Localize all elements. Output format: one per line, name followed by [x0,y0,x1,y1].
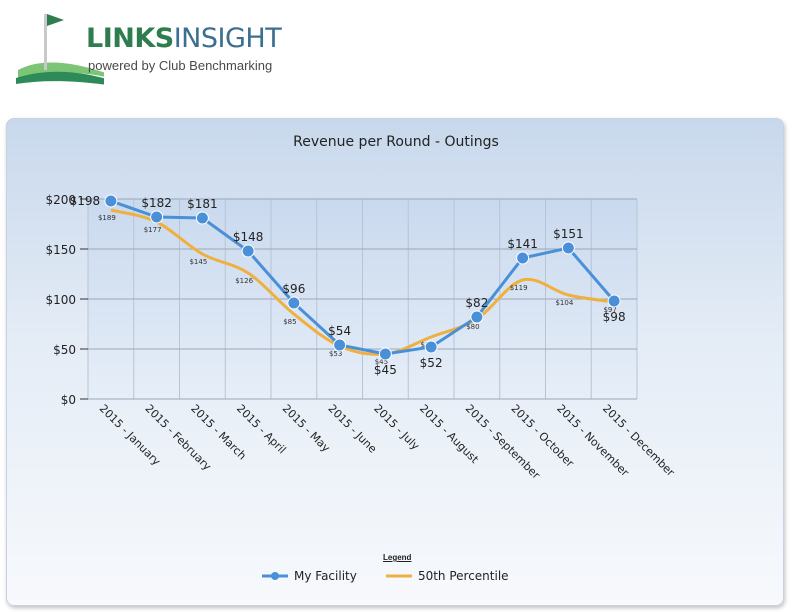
data-label-my-facility: $181 [187,197,218,211]
data-label-my-facility: $151 [553,227,584,241]
data-point-my-facility [516,251,530,265]
data-label-my-facility: $82 [465,296,488,310]
data-label-50th-percentile: $177 [144,226,162,234]
y-tick-label: $50 [53,343,76,357]
data-label-my-facility: $182 [141,196,172,210]
data-point-my-facility [333,338,347,352]
data-point-my-facility [561,241,575,255]
data-label-50th-percentile: $119 [510,284,528,292]
data-point-my-facility [378,347,392,361]
legend-swatch-my-facility [262,572,288,580]
data-label-50th-percentile: $126 [235,277,253,285]
data-label-50th-percentile: $104 [555,299,573,307]
brand-title: LINKSINSIGHT [86,22,282,56]
data-point-my-facility [470,310,484,324]
data-label-50th-percentile: $80 [466,323,479,331]
data-label-50th-percentile: $145 [189,258,207,266]
data-label-my-facility: $54 [328,324,351,338]
data-point-my-facility [195,211,209,225]
links-insight-logo: LINKSINSIGHT powered by Club Benchmarkin… [14,8,294,90]
data-label-50th-percentile: $45 [375,358,388,366]
data-label-my-facility: $98 [603,310,626,324]
data-point-my-facility [424,340,438,354]
data-label-50th-percentile: $97 [603,306,616,314]
brand-title-light: INSIGHT [173,23,282,54]
legend-label-my-facility: My Facility [294,569,357,583]
data-point-my-facility [607,294,621,308]
series-line-my-facility [110,199,616,356]
legend-swatch-50th-percentile [385,574,412,578]
data-label-50th-percentile: $85 [283,318,296,326]
golf-flag-logo-icon [16,14,104,85]
data-point-my-facility [150,210,164,224]
legend-item-50th-percentile[interactable]: 50th Percentile [385,569,509,583]
legend-item-my-facility[interactable]: My Facility [262,569,357,583]
data-point-my-facility [241,244,255,258]
chart-title: Revenue per Round - Outings [293,134,499,150]
y-tick-label: $0 [61,393,76,407]
data-label-my-facility: $96 [282,282,305,296]
legend-title: Legend [383,553,412,562]
brand-subtitle: powered by Club Benchmarking [88,58,273,73]
legend: My Facility 50th Percentile [262,566,533,584]
data-label-50th-percentile: $53 [329,350,342,358]
y-tick-label: $150 [45,243,76,257]
data-point-my-facility [287,296,301,310]
data-label-my-facility: $198 [70,194,101,208]
data-point-my-facility [104,194,118,208]
data-label-my-facility: $52 [420,356,443,370]
data-label-50th-percentile: $189 [98,214,116,222]
data-label-my-facility: $148 [233,230,264,244]
data-label-my-facility: $45 [374,363,397,377]
legend-label-50th-percentile: 50th Percentile [417,569,509,583]
brand-title-bold: LINKS [86,23,174,54]
series-line-50th-percentile [110,208,615,356]
y-tick-label: $200 [45,193,76,207]
y-tick-label: $100 [45,293,76,307]
data-label-my-facility: $141 [507,237,538,251]
